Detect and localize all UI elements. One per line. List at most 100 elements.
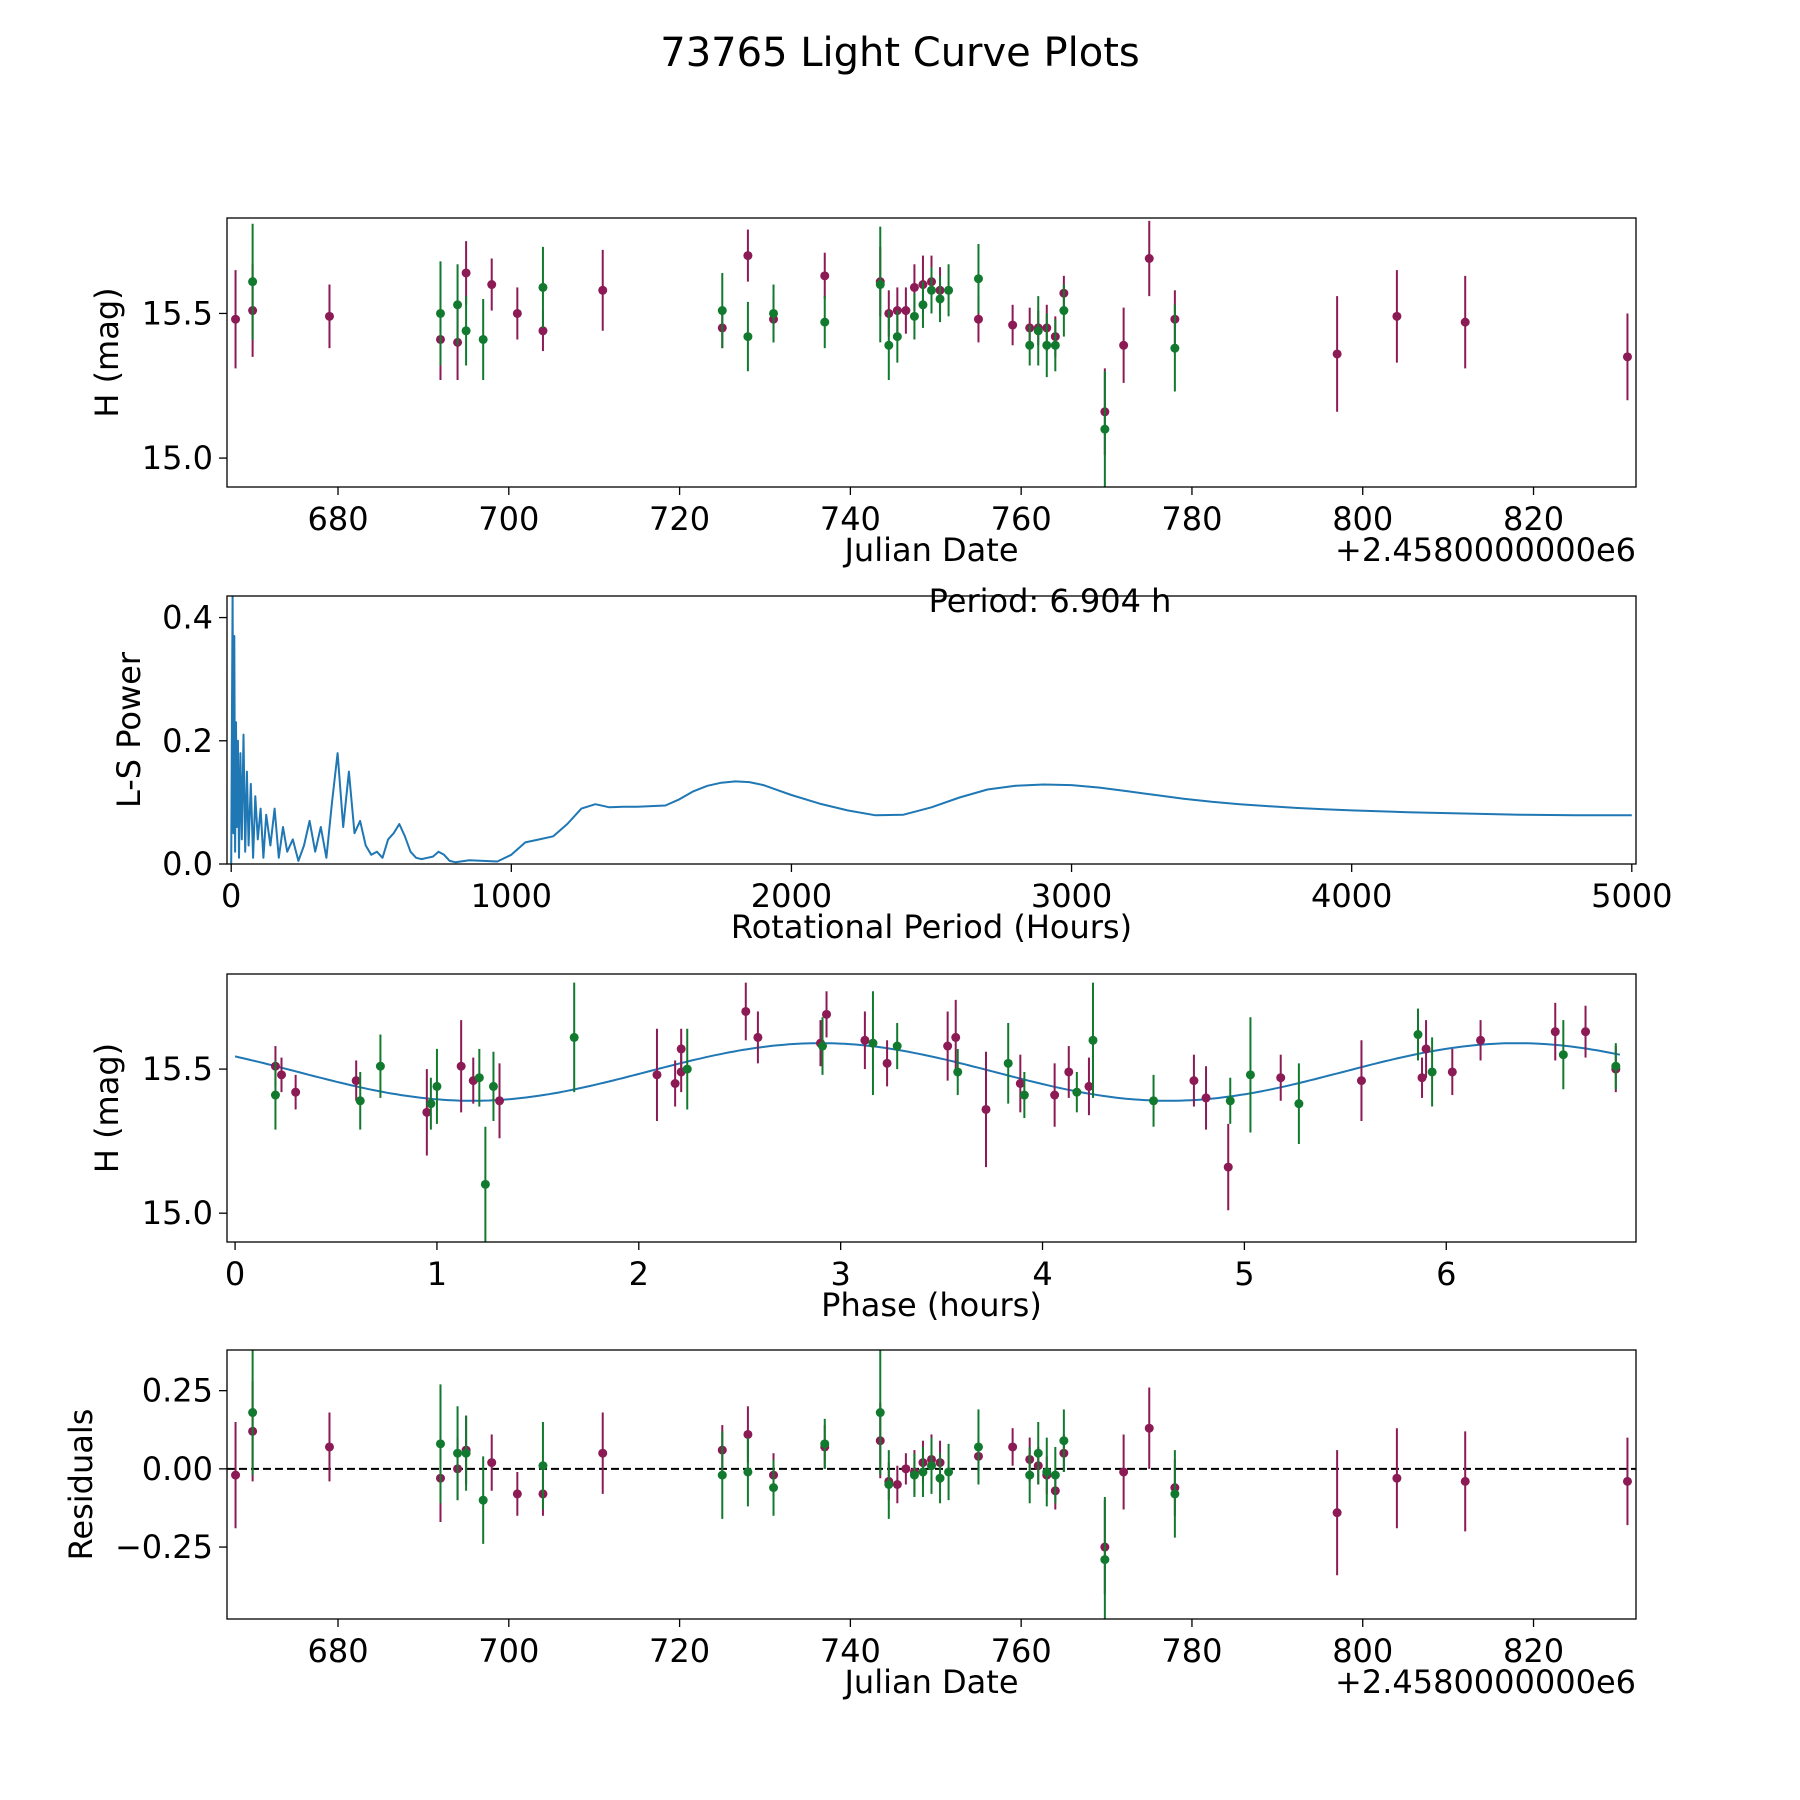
resid-green-point-13: [918, 1467, 928, 1477]
phase-magenta-point-18: [943, 1041, 953, 1051]
ls-axes-frame: [226, 595, 1637, 865]
phase-magenta-point-16: [860, 1035, 870, 1045]
lc-magenta-point-31: [1144, 253, 1154, 263]
phase-xtick-label: 6: [1436, 1255, 1456, 1293]
resid-green-point-5: [538, 1461, 548, 1471]
lc-green-point-2: [453, 300, 463, 310]
phase-magenta-point-22: [1050, 1090, 1060, 1100]
phase-green-point-20: [1245, 1070, 1255, 1080]
resid-green-point-23: [1100, 1555, 1110, 1565]
resid-green-point-21: [1050, 1470, 1060, 1480]
lc-magenta-point-0: [231, 314, 241, 324]
resid-xtick-label: 820: [1503, 1632, 1564, 1670]
phase-green-point-5: [474, 1073, 484, 1083]
lc-green-point-12: [892, 332, 902, 342]
resid-xtick-label: 760: [991, 1632, 1052, 1670]
resid-x-axis-label: Julian Date: [842, 1663, 1018, 1701]
phase-magenta-point-33: [1476, 1035, 1486, 1045]
resid-ytick-label: 0.00: [142, 1450, 213, 1488]
lc-magenta-point-13: [820, 271, 830, 281]
phase-magenta-point-32: [1447, 1067, 1457, 1077]
phase-magenta-point-15: [822, 1009, 832, 1019]
resid-ytick-label: 0.25: [142, 1372, 213, 1410]
lc-green-point-13: [909, 311, 919, 321]
resid-green-point-19: [1033, 1448, 1043, 1458]
resid-green-point-9: [820, 1439, 830, 1449]
resid-magenta-point-2: [324, 1442, 334, 1452]
lc-green-point-8: [769, 308, 779, 318]
phase-xtick-label: 1: [427, 1255, 447, 1293]
resid-green-point-7: [743, 1467, 753, 1477]
phase-magenta-point-29: [1356, 1076, 1366, 1086]
phase-green-point-13: [953, 1067, 963, 1077]
phase-magenta-point-28: [1276, 1073, 1286, 1083]
resid-y-axis-label: Residuals: [62, 1409, 100, 1561]
resid-green-point-1: [435, 1439, 445, 1449]
lc-green-point-17: [944, 285, 954, 295]
lc-green-point-24: [1100, 424, 1110, 434]
lc-green-point-0: [248, 277, 258, 287]
phase-magenta-point-24: [1084, 1081, 1094, 1091]
phase-x-axis-label: Phase (hours): [821, 1286, 1042, 1324]
resid-green-point-20: [1042, 1467, 1052, 1477]
phase-magenta-point-30: [1417, 1073, 1427, 1083]
lc-green-point-5: [538, 282, 548, 292]
phase-green-point-25: [1611, 1061, 1621, 1071]
resid-magenta-point-11: [743, 1429, 753, 1439]
phase-axes-frame: [226, 973, 1637, 1243]
phase-magenta-point-27: [1223, 1162, 1233, 1172]
figure-title: 73765 Light Curve Plots: [660, 30, 1139, 76]
phase-green-point-18: [1149, 1096, 1159, 1106]
phase-green-point-8: [569, 1032, 579, 1042]
lc-green-point-1: [435, 308, 445, 318]
phase-xtick-label: 3: [830, 1255, 850, 1293]
phase-magenta-point-21: [1015, 1079, 1025, 1089]
lc-axes-frame: [226, 217, 1637, 488]
ls-xtick-label: 0: [221, 877, 241, 915]
phase-magenta-point-35: [1581, 1027, 1591, 1037]
resid-magenta-point-30: [1119, 1467, 1129, 1477]
ls-y-axis-label: L-S Power: [110, 651, 148, 808]
phase-green-point-2: [375, 1061, 385, 1071]
resid-xtick-label: 720: [649, 1632, 710, 1670]
phase-green-point-3: [426, 1099, 436, 1109]
phase-ytick-label: 15.0: [142, 1194, 213, 1232]
resid-green-point-22: [1059, 1436, 1069, 1446]
lc-magenta-point-18: [909, 282, 919, 292]
phase-magenta-point-10: [676, 1044, 686, 1054]
resid-magenta-point-0: [231, 1470, 241, 1480]
lc-magenta-point-23: [1008, 320, 1018, 330]
phase-green-point-9: [682, 1064, 692, 1074]
lc-green-point-21: [1042, 340, 1052, 350]
phase-magenta-point-31: [1421, 1044, 1431, 1054]
phase-magenta-point-2: [291, 1087, 301, 1097]
resid-plot-area: [227, 1350, 1636, 1619]
residuals-panel: 680 700 720 740 760 780 800 820 0.25 0.00 −0.25 Jul…: [62, 1349, 1637, 1701]
resid-green-point-11: [884, 1480, 894, 1489]
periodogram-panel: Period: 6.904 h 0 1000 2000 3000 4000 5000 0.0…: [110, 582, 1673, 946]
lc-xtick-label: 700: [478, 500, 539, 538]
lc-green-point-6: [717, 306, 727, 316]
lc-magenta-point-34: [1392, 311, 1402, 321]
lc-ytick-label: 15.5: [142, 294, 213, 332]
phase-green-point-1: [355, 1096, 365, 1106]
phase-green-point-12: [892, 1041, 902, 1051]
phase-magenta-point-26: [1201, 1093, 1211, 1103]
lc-xtick-label: 740: [820, 500, 881, 538]
phase-green-point-17: [1088, 1035, 1098, 1045]
resid-magenta-point-36: [1622, 1476, 1632, 1486]
phase-magenta-point-17: [882, 1058, 892, 1068]
lc-green-point-23: [1059, 306, 1069, 316]
phase-magenta-point-8: [652, 1070, 662, 1080]
ls-plot-area: [230, 596, 1632, 864]
lc-magenta-point-5: [461, 268, 471, 278]
lc-magenta-point-35: [1460, 317, 1470, 327]
resid-green-point-16: [944, 1467, 954, 1477]
ls-xtick-label: 5000: [1591, 877, 1672, 915]
resid-ytick-label: −0.25: [115, 1528, 213, 1566]
lc-y-axis-label: H (mag): [88, 287, 126, 417]
ls-xtick-label: 1000: [471, 877, 552, 915]
resid-green-point-8: [769, 1483, 779, 1493]
lc-green-point-3: [461, 326, 471, 336]
lc-x-offset-text: +2.4580000000e6: [1335, 531, 1636, 569]
